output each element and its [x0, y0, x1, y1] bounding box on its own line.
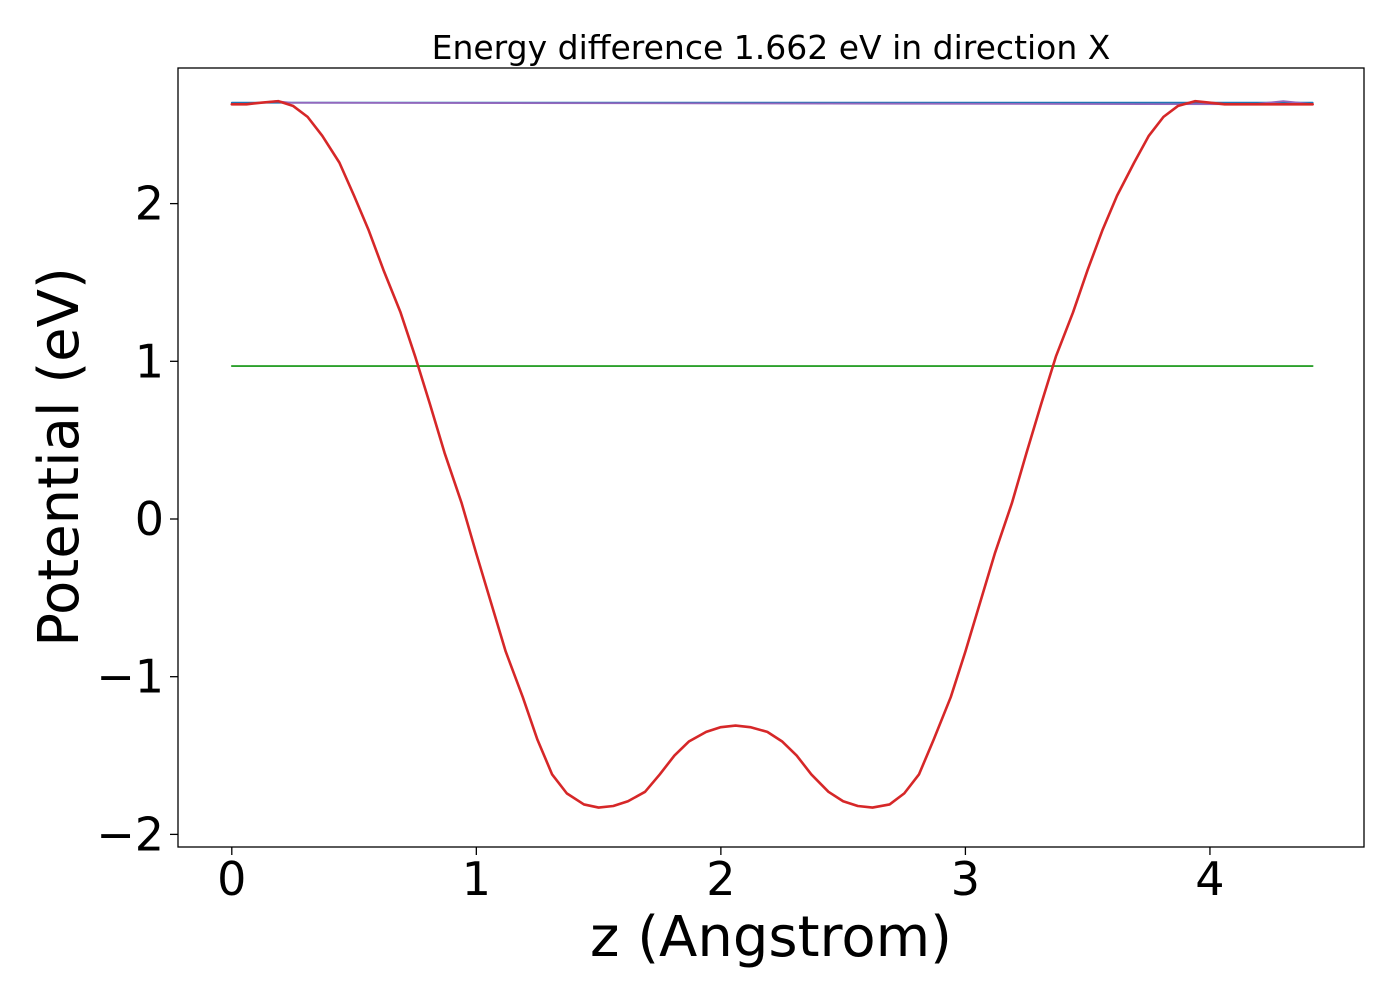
- y-axis-label: Potential (eV): [27, 267, 92, 647]
- plot-area: [230, 99, 1314, 809]
- y-tick-label: −1: [96, 650, 164, 704]
- x-tick-label: 0: [217, 852, 246, 906]
- x-tick-label: 2: [706, 852, 735, 906]
- y-tick-label: 0: [135, 492, 164, 546]
- plot-frame: [177, 67, 1365, 848]
- x-axis-label: z (Angstrom): [590, 905, 952, 970]
- x-tick-label: 1: [462, 852, 491, 906]
- x-tick-label: 3: [951, 852, 980, 906]
- axis-ticks: 0 1 2 3 4 −2 −1 0 1 2: [96, 177, 1224, 906]
- y-tick-label: 2: [135, 177, 164, 231]
- x-tick-label: 4: [1195, 852, 1224, 906]
- y-tick-label: −2: [96, 807, 164, 861]
- chart-title: Energy difference 1.662 eV in direction …: [432, 28, 1111, 67]
- series-line-4: [230, 99, 1314, 809]
- y-tick-label: 1: [135, 334, 164, 388]
